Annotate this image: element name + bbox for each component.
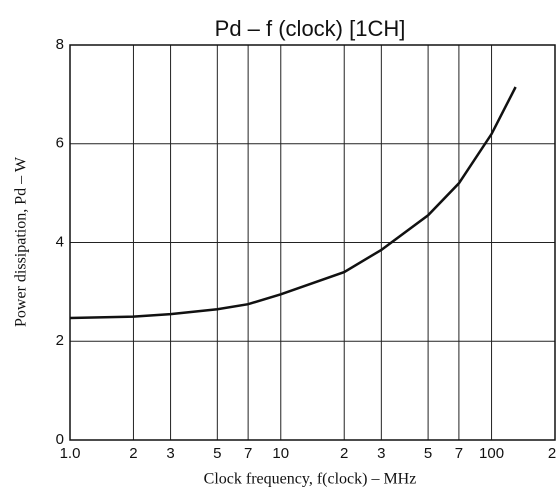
x-axis-label: Clock frequency, f(clock) – MHz	[204, 471, 417, 488]
y-tick-label: 0	[56, 431, 64, 448]
chart-title: Pd – f (clock) [1CH]	[215, 16, 406, 41]
x-tick-label: 7	[455, 445, 463, 462]
x-tick-label: 1.0	[60, 445, 81, 462]
x-tick-label: 2	[548, 445, 556, 462]
x-tick-label: 3	[166, 445, 174, 462]
curve	[69, 86, 517, 320]
y-tick-label: 6	[56, 135, 64, 152]
y-tick-label: 8	[56, 36, 64, 53]
y-tick-label: 4	[56, 233, 64, 250]
y-tick-label: 2	[56, 332, 64, 349]
x-tick-label: 100	[479, 445, 504, 462]
y-axis-label: Power dissipation, Pd – W	[13, 156, 30, 327]
x-tick-label: 2	[129, 445, 137, 462]
x-tick-label: 7	[244, 445, 252, 462]
x-tick-label: 3	[377, 445, 385, 462]
x-tick-label: 5	[424, 445, 432, 462]
x-tick-label: 10	[272, 445, 289, 462]
x-tick-label: 5	[213, 445, 221, 462]
plot-frame	[69, 44, 556, 441]
x-tick-label: 2	[340, 445, 348, 462]
